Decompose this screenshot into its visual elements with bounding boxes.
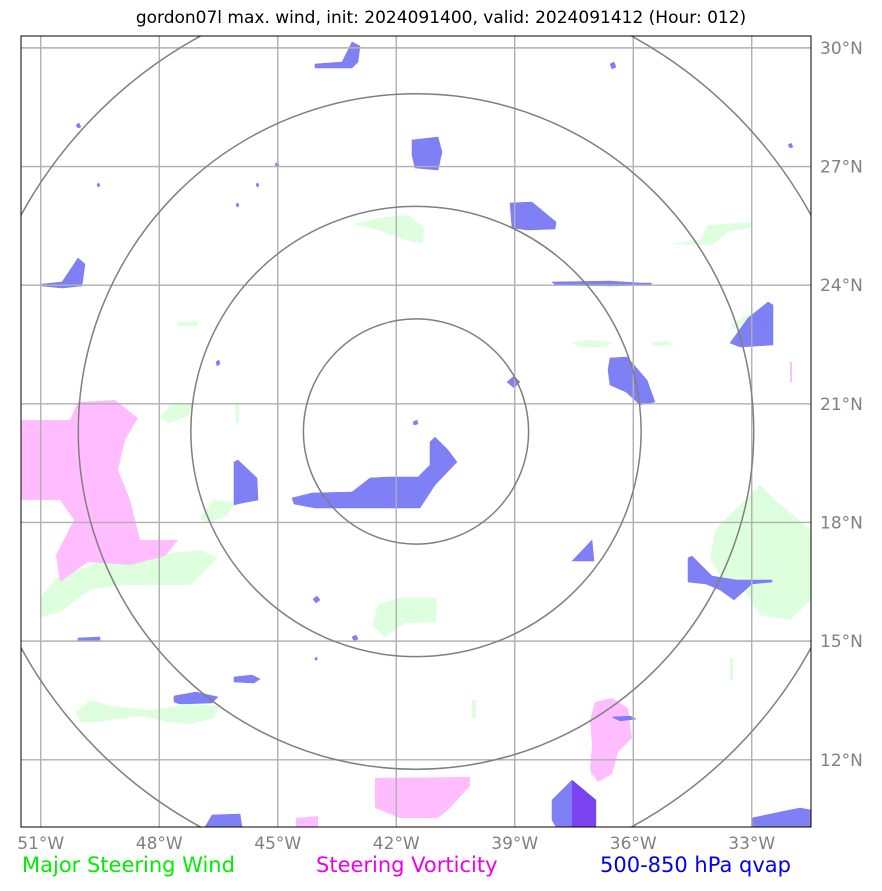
latitude-tick-label: 21°N bbox=[820, 395, 863, 415]
qvap-region bbox=[314, 656, 318, 661]
steering-wind-region bbox=[200, 500, 236, 523]
longitude-tick-label: 33°W bbox=[728, 834, 775, 854]
steering-wind-region bbox=[235, 402, 239, 423]
qvap-region bbox=[412, 419, 419, 426]
qvap-region bbox=[96, 182, 101, 188]
lat-lon-grid bbox=[21, 36, 811, 827]
latitude-tick-label: 12°N bbox=[820, 751, 863, 771]
latitude-tick-label: 18°N bbox=[820, 513, 863, 533]
qvap-region bbox=[314, 41, 361, 69]
qvap-region bbox=[611, 715, 637, 722]
qvap-region bbox=[609, 61, 617, 70]
qvap-region bbox=[77, 636, 101, 642]
qvap-region bbox=[506, 375, 521, 389]
steering-wind-region bbox=[710, 485, 811, 620]
steering-wind-region bbox=[730, 658, 733, 680]
legend-qvap: 500-850 hPa qvap bbox=[600, 853, 791, 877]
qvap-region bbox=[204, 813, 243, 827]
qvap-region bbox=[75, 122, 82, 129]
longitude-tick-label: 42°W bbox=[373, 834, 420, 854]
range-rings bbox=[21, 36, 811, 827]
qvap-region bbox=[787, 142, 794, 149]
longitude-tick-label: 51°W bbox=[17, 834, 64, 854]
qvap-region bbox=[235, 202, 240, 208]
qvap-region bbox=[41, 257, 86, 289]
latitude-labels: 30°N 27°N 24°N 21°N 18°N 15°N 12°N bbox=[820, 39, 863, 771]
steering-wind-region bbox=[651, 341, 674, 346]
steering-vorticity-region bbox=[21, 400, 178, 582]
plot-frame bbox=[20, 35, 812, 828]
steering-wind-region bbox=[670, 222, 752, 245]
steering-wind-region bbox=[40, 550, 218, 618]
latitude-tick-label: 30°N bbox=[820, 39, 863, 59]
latitude-tick-label: 27°N bbox=[820, 158, 863, 178]
range-ring bbox=[190, 205, 642, 658]
longitude-tick-label: 48°W bbox=[136, 834, 183, 854]
qvap-region bbox=[215, 359, 221, 367]
steering-vorticity-region bbox=[790, 362, 792, 382]
steering-vorticity-region bbox=[296, 816, 318, 827]
legend-steering-vorticity: Steering Vorticity bbox=[316, 853, 498, 877]
steering-vorticity-regions bbox=[21, 362, 792, 827]
qvap-region bbox=[255, 182, 260, 188]
steering-wind-region bbox=[76, 700, 220, 724]
steering-wind-region bbox=[472, 700, 476, 718]
steering-wind-region bbox=[572, 340, 612, 347]
range-ring bbox=[77, 93, 755, 770]
qvap-region bbox=[509, 201, 557, 231]
range-ring bbox=[302, 318, 530, 545]
qvap-region bbox=[751, 807, 811, 827]
qvap-region bbox=[411, 136, 443, 171]
qvap-region bbox=[233, 674, 261, 684]
longitude-tick-label: 39°W bbox=[491, 834, 538, 854]
qvap-region bbox=[687, 555, 773, 601]
steering-wind-region bbox=[353, 215, 424, 244]
qvap-region bbox=[291, 436, 458, 509]
steering-vorticity-region bbox=[375, 777, 470, 818]
steering-wind-region bbox=[160, 402, 196, 423]
longitude-tick-label: 45°W bbox=[254, 834, 301, 854]
qvap-region bbox=[351, 634, 359, 642]
longitude-labels: 51°W 48°W 45°W 42°W 39°W 36°W 33°W bbox=[17, 834, 775, 854]
legend-steering-wind: Major Steering Wind bbox=[22, 853, 235, 877]
longitude-tick-label: 36°W bbox=[610, 834, 657, 854]
steering-wind-region bbox=[372, 598, 437, 637]
steering-wind-region bbox=[176, 321, 198, 326]
qvap-region bbox=[173, 691, 219, 705]
latitude-tick-label: 15°N bbox=[820, 632, 863, 652]
qvap-region bbox=[312, 595, 321, 604]
qvap-dense-region bbox=[572, 780, 596, 827]
latitude-tick-label: 24°N bbox=[820, 276, 863, 296]
qvap-region bbox=[571, 539, 595, 562]
qvap-region bbox=[233, 459, 259, 506]
map-title: gordon07l max. wind, init: 2024091400, v… bbox=[135, 8, 747, 28]
steering-vorticity-region bbox=[590, 698, 632, 782]
